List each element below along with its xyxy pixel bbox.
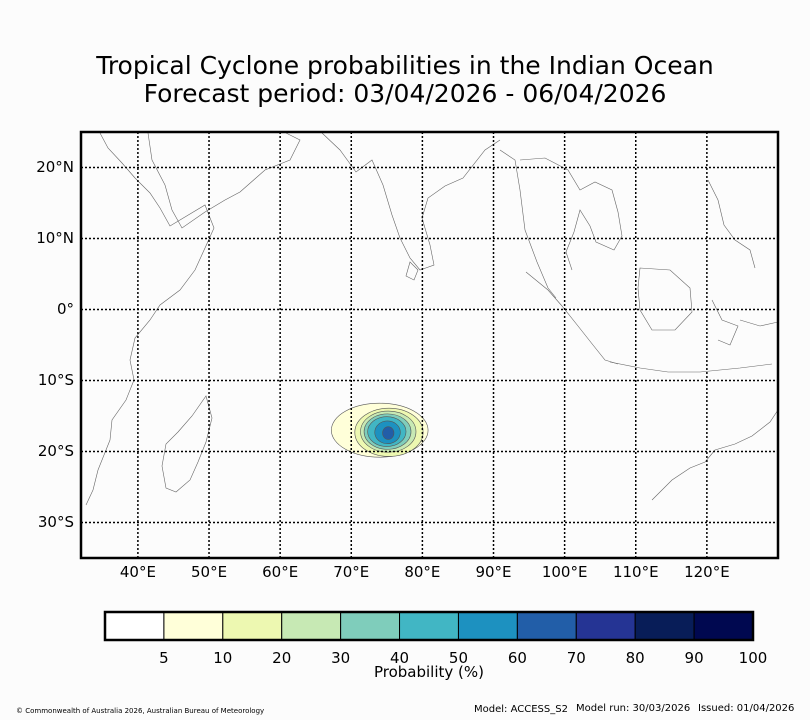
colorbar-tick-label: 100 xyxy=(738,649,768,667)
coastline-java xyxy=(609,361,773,373)
coastline-madagascar xyxy=(161,395,213,493)
colorbar-swatch xyxy=(163,611,224,641)
colorbar-tick-label: 90 xyxy=(684,649,704,667)
model-text: Model: ACCESS_S2 xyxy=(474,704,568,715)
colorbar xyxy=(103,610,755,642)
map-frame xyxy=(79,130,780,560)
coastline-philippines xyxy=(707,179,756,269)
probability-contour-60 xyxy=(382,426,395,440)
colorbar-tick-label: 5 xyxy=(159,649,169,667)
colorbar-swatch xyxy=(457,611,518,641)
map-gridlines xyxy=(81,132,778,558)
chart-title-line1: Tropical Cyclone probabilities in the In… xyxy=(96,51,714,80)
longitude-label: 90°E xyxy=(475,563,512,581)
copyright-text: © Commonwealth of Australia 2026, Austra… xyxy=(16,707,265,715)
colorbar-tick-label: 80 xyxy=(625,649,645,667)
colorbar-tick-label: 60 xyxy=(507,649,527,667)
colorbar-label: Probability (%) xyxy=(373,663,485,681)
longitude-label: 50°E xyxy=(190,563,228,581)
longitude-label: 110°E xyxy=(612,563,659,581)
latitude-label: 20°S xyxy=(37,441,74,460)
longitude-label: 60°E xyxy=(262,563,299,581)
coastline-indochina xyxy=(519,157,623,271)
colorbar-swatch xyxy=(104,611,165,641)
issued-text: Issued: 01/04/2026 xyxy=(698,703,795,714)
coastline-borneo xyxy=(637,267,693,331)
coastline-india xyxy=(321,132,501,271)
latitude-label: 10°S xyxy=(37,370,74,389)
colorbar-tick-label: 70 xyxy=(566,649,586,667)
colorbar-swatch xyxy=(693,611,754,641)
colorbar-swatch xyxy=(222,611,283,641)
colorbar-swatch xyxy=(575,611,636,641)
model-run-text: Model run: 30/03/2026 xyxy=(576,703,691,714)
chart-title-line2: Forecast period: 03/04/2026 - 06/04/2026 xyxy=(143,79,667,108)
coastline-new-guinea xyxy=(739,319,779,327)
coastline-sri-lanka xyxy=(405,261,419,281)
coastline-arabian-gulf xyxy=(147,132,301,229)
colorbar-swatch xyxy=(340,611,401,641)
colorbar-swatch xyxy=(516,611,577,641)
longitude-label: 80°E xyxy=(404,563,441,581)
probability-field xyxy=(331,402,429,458)
colorbar-swatch xyxy=(281,611,342,641)
coastlines xyxy=(85,132,779,506)
latitude-label: 0° xyxy=(56,299,74,318)
coastline-australia xyxy=(651,409,779,501)
longitude-label: 70°E xyxy=(333,563,370,581)
colorbar-tick-label: 50 xyxy=(448,649,468,667)
longitude-label: 100°E xyxy=(541,563,588,581)
colorbar-tick-label: 30 xyxy=(331,649,351,667)
colorbar-tick-label: 40 xyxy=(389,649,410,667)
longitude-label: 120°E xyxy=(684,563,730,581)
colorbar-tick-label: 20 xyxy=(272,649,292,667)
latitude-label: 30°S xyxy=(37,512,74,531)
coastline-east-africa xyxy=(85,132,215,506)
colorbar-swatch xyxy=(634,611,695,641)
latitude-label: 20°N xyxy=(36,157,74,176)
colorbar-tick-label: 10 xyxy=(213,649,233,667)
colorbar-swatch xyxy=(399,611,459,641)
coastline-bay-of-bengal xyxy=(499,149,557,299)
coastline-sulawesi xyxy=(711,299,739,346)
coastline-sumatra xyxy=(525,271,619,365)
longitude-label: 40°E xyxy=(119,563,156,581)
latitude-label: 10°N xyxy=(36,228,74,247)
colorbar-outline xyxy=(103,610,755,642)
